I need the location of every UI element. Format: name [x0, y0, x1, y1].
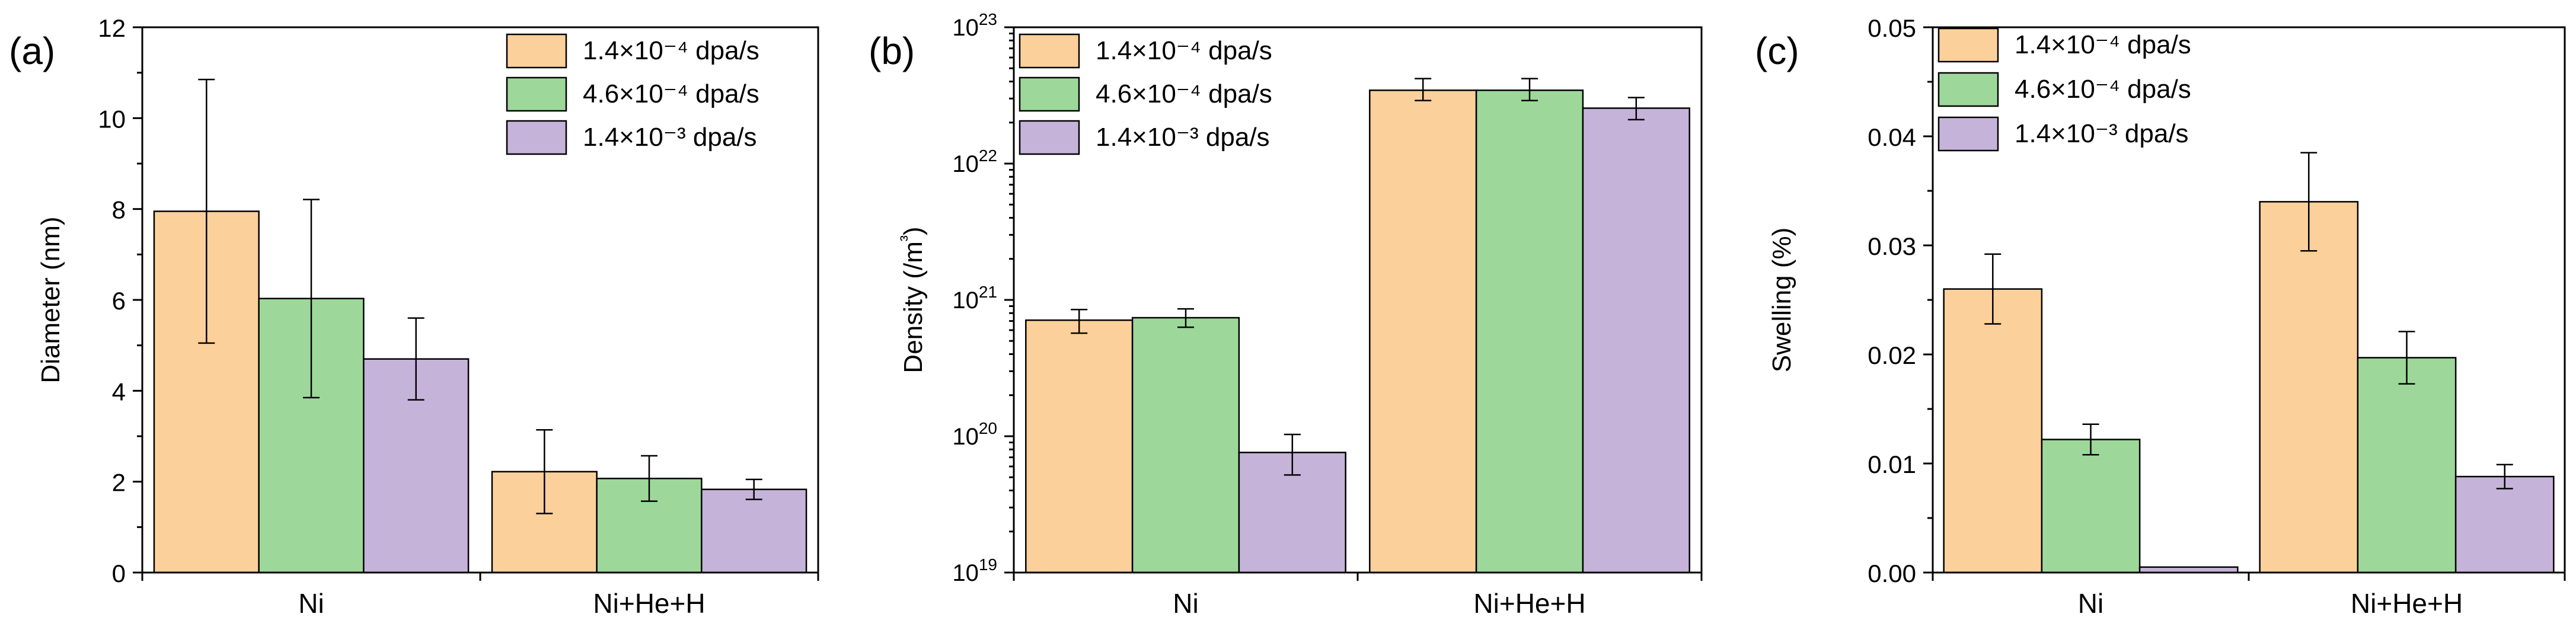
y-tick-label: 6 [112, 287, 126, 315]
error-bar-1.4×10⁻³ dpa/s-Ni+He+H [2496, 463, 2513, 490]
legend-label: 4.6×10⁻⁴ dpa/s [2015, 75, 2191, 104]
error-bar-1.4×10⁻⁴ dpa/s-Ni+He+H [2300, 152, 2318, 252]
legend-label: 4.6×10⁻⁴ dpa/s [1096, 79, 1272, 108]
error-bar-1.4×10⁻³ dpa/s-Ni [407, 317, 424, 401]
y-tick-label: 1022 [952, 146, 997, 177]
legend-swatch [506, 76, 567, 112]
legend-swatch [1937, 72, 1999, 107]
y-tick-label: 1020 [952, 419, 997, 450]
error-bar-4.6×10⁻⁴ dpa/s-Ni [303, 199, 320, 399]
x-tick-label: Ni+He+H [2351, 588, 2463, 619]
x-tick-label: Ni [298, 588, 324, 619]
chart-panel-2: Ni Ni+He+H 0.00 0.01 0.02 0.03 0.04 0.05 Swellin… [1755, 14, 2566, 619]
y-tick-label: 0.04 [1868, 123, 1916, 151]
bar-1.4×10⁻³ dpa/s-Ni+He+H [701, 488, 807, 574]
x-tick-label: Ni+He+H [1473, 588, 1585, 619]
legend: 1.4×10⁻⁴ dpa/s 4.6×10⁻⁴ dpa/s 1.4×10⁻³ dpa… [1019, 33, 1272, 155]
bar-4.6×10⁻⁴ dpa/s-Ni+He+H [2357, 357, 2457, 574]
y-tick-label: 1023 [952, 10, 997, 41]
y-tick-label: 1019 [952, 555, 997, 586]
y-tick-label: 1021 [952, 283, 997, 314]
legend-label: 1.4×10⁻⁴ dpa/s [1096, 36, 1272, 65]
error-bar-4.6×10⁻⁴ dpa/s-Ni [1177, 308, 1194, 328]
legend: 1.4×10⁻⁴ dpa/s 4.6×10⁻⁴ dpa/s 1.4×10⁻³ dpa… [1937, 27, 2191, 152]
legend-swatch [1019, 33, 1080, 69]
y-tick-label: 10 [98, 105, 126, 133]
y-tick-label: 0.01 [1868, 450, 1916, 478]
legend-label: 1.4×10⁻⁴ dpa/s [583, 36, 759, 65]
bar-1.4×10⁻⁴ dpa/s-Ni+He+H [2259, 201, 2359, 574]
bar-1.4×10⁻³ dpa/s-Ni+He+H [1582, 107, 1690, 574]
panel-label: (a) [9, 30, 55, 72]
y-tick-label: 0.03 [1868, 232, 1916, 260]
error-bar-1.4×10⁻⁴ dpa/s-Ni [198, 78, 215, 344]
y-tick-label: 12 [98, 14, 126, 42]
y-tick-label: 0 [112, 560, 126, 587]
error-bar-1.4×10⁻³ dpa/s-Ni [1284, 433, 1301, 476]
error-bar-1.4×10⁻³ dpa/s-Ni+He+H [745, 478, 762, 500]
panel-label: (c) [1755, 30, 1799, 72]
panel-label: (b) [869, 30, 915, 72]
legend-label: 1.4×10⁻³ dpa/s [1096, 123, 1270, 152]
y-axis-label: Diameter (nm) [36, 216, 65, 383]
bar-1.4×10⁻⁴ dpa/s-Ni+He+H [1369, 89, 1477, 574]
legend-swatch [1019, 120, 1080, 155]
legend-label: 4.6×10⁻⁴ dpa/s [583, 79, 759, 108]
chart-panel-1: Ni Ni+He+H 1019 1020 1021 1022 1023 Density (/m… [869, 10, 1703, 619]
bar-4.6×10⁻⁴ dpa/s-Ni [2041, 439, 2141, 574]
x-tick-label: Ni [2078, 588, 2103, 619]
y-tick-label: 2 [112, 469, 126, 497]
error-bar-4.6×10⁻⁴ dpa/s-Ni+He+H [2398, 331, 2415, 385]
y-tick-label: 0.05 [1868, 14, 1916, 42]
y-tick-label: 4 [112, 378, 126, 405]
legend-swatch [506, 33, 567, 69]
error-bar-4.6×10⁻⁴ dpa/s-Ni+He+H [641, 455, 657, 502]
bar-1.4×10⁻⁴ dpa/s-Ni [1943, 288, 2043, 574]
legend: 1.4×10⁻⁴ dpa/s 4.6×10⁻⁴ dpa/s 1.4×10⁻³ dpa… [506, 33, 759, 155]
error-bar-4.6×10⁻⁴ dpa/s-Ni [2082, 423, 2099, 456]
error-bar-1.4×10⁻⁴ dpa/s-Ni [1984, 253, 2002, 325]
bar-1.4×10⁻⁴ dpa/s-Ni [1025, 319, 1134, 574]
legend-label: 1.4×10⁻³ dpa/s [583, 123, 757, 152]
error-bar-4.6×10⁻⁴ dpa/s-Ni+He+H [1521, 78, 1538, 101]
chart-panel-0: Ni Ni+He+H 0 2 4 6 8 10 12 Diameter (nm) (a) 1.4×10… [9, 14, 819, 619]
bar-1.4×10⁻³ dpa/s-Ni+He+H [2454, 475, 2555, 574]
legend-label: 1.4×10⁻³ dpa/s [2015, 119, 2189, 148]
bar-4.6×10⁻⁴ dpa/s-Ni+He+H [1475, 89, 1584, 574]
y-axis-label: Swelling (%) [1767, 228, 1796, 373]
error-bar-1.4×10⁻³ dpa/s-Ni+He+H [1627, 97, 1645, 121]
y-axis-label: Density (/m³) [897, 226, 928, 373]
y-tick-label: 8 [112, 196, 126, 224]
legend-swatch [1937, 116, 1999, 152]
legend-label: 1.4×10⁻⁴ dpa/s [2015, 30, 2191, 59]
x-tick-label: Ni+He+H [593, 588, 705, 619]
error-bar-1.4×10⁻⁴ dpa/s-Ni+He+H [1415, 78, 1432, 101]
x-tick-label: Ni [1173, 588, 1198, 619]
error-bar-1.4×10⁻⁴ dpa/s-Ni+He+H [536, 429, 553, 514]
legend-swatch [1019, 76, 1080, 112]
error-bar-1.4×10⁻⁴ dpa/s-Ni [1071, 308, 1088, 334]
y-tick-label: 0.02 [1868, 341, 1916, 369]
legend-swatch [1937, 27, 1999, 63]
bar-4.6×10⁻⁴ dpa/s-Ni [1131, 316, 1240, 574]
legend-swatch [506, 120, 567, 155]
y-tick-label: 0.00 [1868, 560, 1916, 587]
